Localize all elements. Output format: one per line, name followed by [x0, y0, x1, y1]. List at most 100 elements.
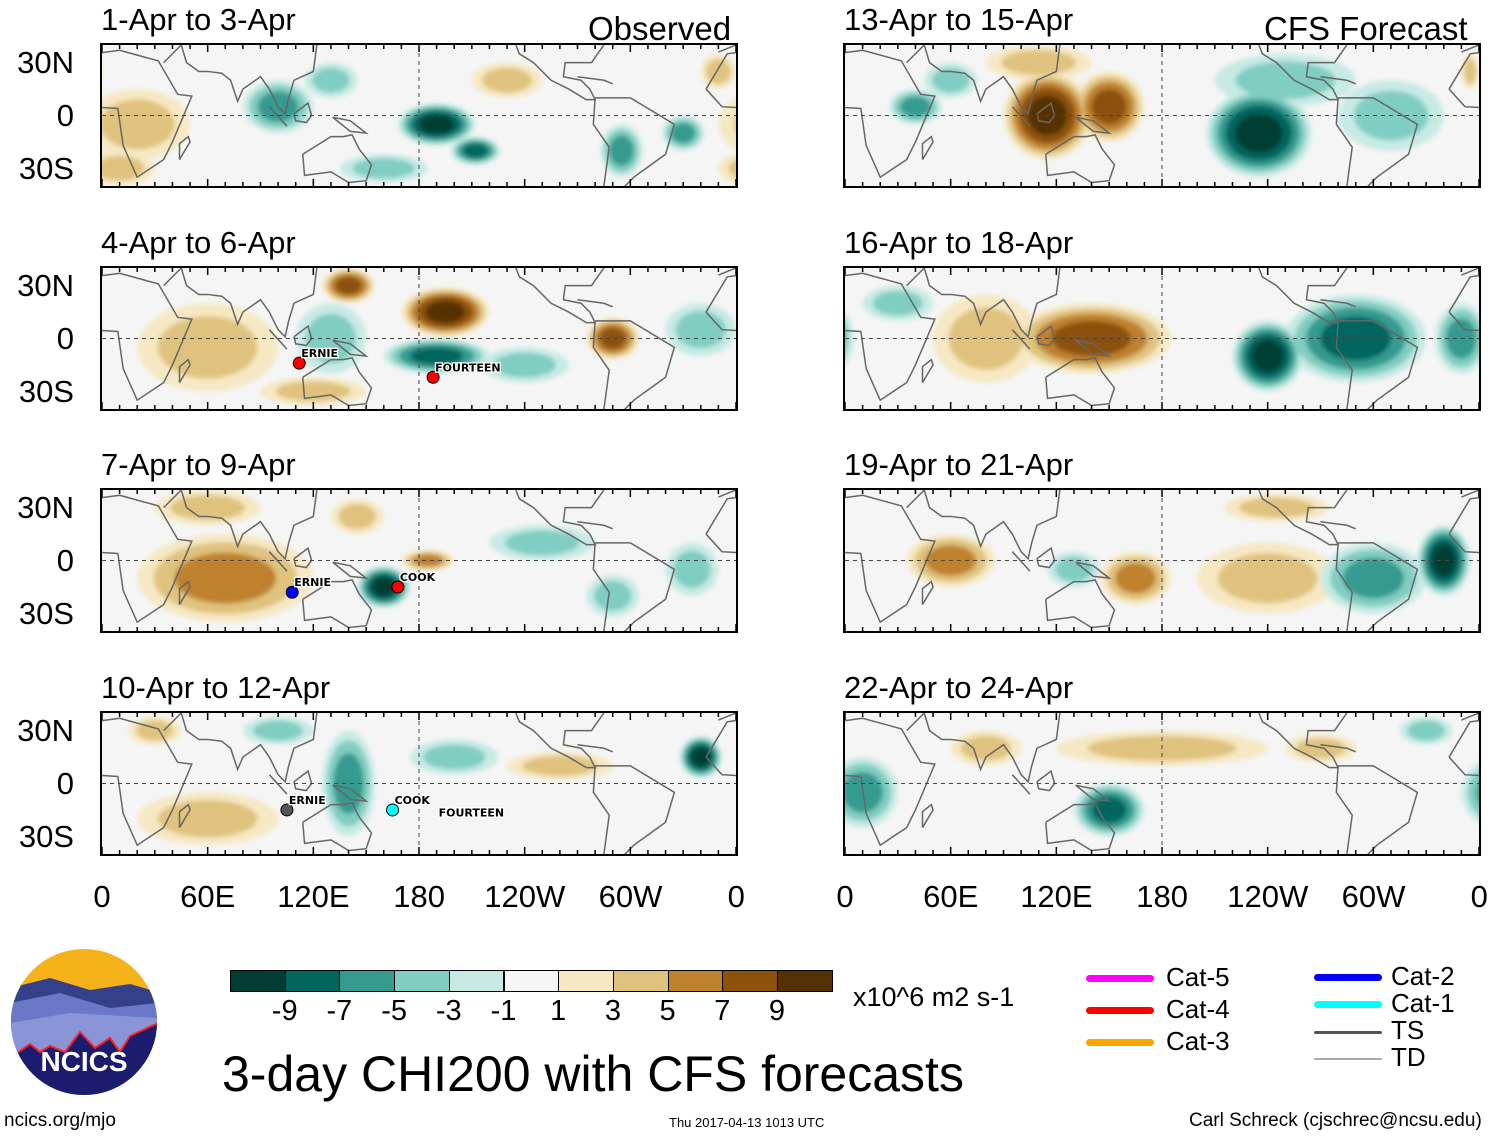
coastline [1335, 765, 1419, 855]
observed-label: Observed [588, 10, 732, 47]
anomaly-contour [1431, 545, 1456, 577]
coastline [332, 116, 369, 135]
coastline [577, 521, 614, 530]
coastline [268, 551, 288, 572]
coastline [178, 135, 191, 160]
anomaly-map-panel [843, 488, 1481, 634]
legend-line-cat-1 [1314, 1001, 1382, 1008]
anomaly-contour [733, 116, 736, 133]
coastline [178, 358, 191, 383]
anomaly-contour [102, 155, 145, 181]
footer-url[interactable]: ncics.org/mjo [4, 1110, 116, 1131]
longitude-label: 180 [1136, 879, 1188, 914]
longitude-label: 0 [836, 879, 854, 914]
coastline [1258, 45, 1348, 101]
coastline [1036, 547, 1056, 569]
anomaly-contour [493, 352, 556, 378]
coastline [178, 803, 191, 829]
colorbar-label: -1 [490, 995, 517, 1027]
anomaly-contour [594, 581, 632, 612]
storm-label: FOURTEEN [435, 361, 501, 374]
coastline [1258, 490, 1348, 546]
anomaly-contour [371, 577, 396, 597]
latitude-label: 30S [18, 151, 74, 186]
latitude-label: 0 [56, 766, 74, 802]
anomaly-contour [410, 347, 464, 365]
panel-title: 16-Apr to 18-Apr [844, 224, 1074, 260]
anomaly-contour [900, 96, 931, 117]
colorbar-swatch [503, 970, 560, 992]
anomaly-contour [931, 67, 970, 93]
coastline [1075, 784, 1112, 803]
anomaly-contour [1476, 782, 1479, 803]
anomaly-contour [1251, 340, 1284, 372]
storm-label: COOK [400, 571, 436, 584]
coastline [845, 49, 936, 179]
anomaly-contour [675, 310, 726, 349]
storm-label: FOURTEEN [439, 806, 505, 819]
coastline [592, 765, 676, 855]
coastline [102, 49, 193, 179]
coastline [718, 45, 736, 53]
storm-label: ERNIE [289, 794, 326, 807]
anomaly-contour [352, 158, 415, 179]
anomaly-contour [960, 735, 1011, 761]
coastline [1461, 267, 1479, 276]
coastline [1075, 339, 1112, 357]
latitude-label: 30S [18, 373, 74, 409]
coastline [1320, 75, 1357, 85]
coastline [845, 494, 936, 624]
longitude-label: 60W [1341, 879, 1406, 914]
coastline [921, 803, 934, 829]
anomaly-contour [728, 159, 736, 178]
anomaly-contour [174, 553, 277, 604]
anomaly-contour [1407, 720, 1445, 741]
anomaly-contour [425, 300, 466, 323]
coastline [705, 719, 736, 777]
coastline [332, 561, 369, 580]
coastline [718, 490, 736, 499]
longitude-label: 0 [727, 879, 745, 914]
coastline [906, 45, 1061, 116]
colorbar-label: 5 [659, 995, 676, 1027]
anomaly-contour [1217, 553, 1318, 604]
colorbar-label: 3 [604, 995, 621, 1027]
ncics-logo: NCICS [10, 948, 158, 1096]
longitude-label: 120E [277, 879, 350, 914]
anomaly-map-panel: ERNIE COOK [100, 488, 738, 634]
longitude-label: 60E [180, 879, 236, 914]
coastline [921, 358, 934, 383]
latitude-label: 30S [18, 596, 74, 632]
coastline [1335, 319, 1419, 409]
anomaly-contour [670, 122, 696, 144]
anomaly-contour [522, 755, 598, 776]
anomaly-contour [412, 554, 444, 567]
anomaly-contour [463, 143, 488, 158]
latitude-label: 30S [18, 819, 74, 855]
legend-label: TS [1391, 1015, 1425, 1045]
anomaly-contour [482, 67, 532, 93]
coastline [592, 542, 676, 632]
colorbar-label: -9 [271, 995, 298, 1027]
latitude-label: 30N [17, 45, 74, 80]
anomaly-contour [157, 800, 258, 838]
anomaly-contour [306, 313, 356, 364]
anomaly-contour [1115, 563, 1156, 594]
coastline [163, 267, 318, 338]
anomaly-contour [275, 381, 351, 402]
anomaly-map-panel [843, 711, 1481, 857]
coastline [293, 324, 313, 347]
coastline [577, 298, 614, 308]
anomaly-contour [170, 495, 246, 521]
anomaly-contour [691, 747, 711, 767]
colorbar-label: -3 [435, 995, 462, 1027]
storm-label: ERNIE [301, 347, 338, 360]
coastline [1320, 298, 1357, 308]
anomaly-contour [1051, 320, 1132, 356]
coastline [1045, 134, 1116, 184]
coastline [293, 770, 313, 792]
storm-marker [292, 356, 306, 370]
panel-title: 4-Apr to 6-Apr [101, 224, 296, 260]
longitude-label: 120W [1227, 879, 1309, 914]
